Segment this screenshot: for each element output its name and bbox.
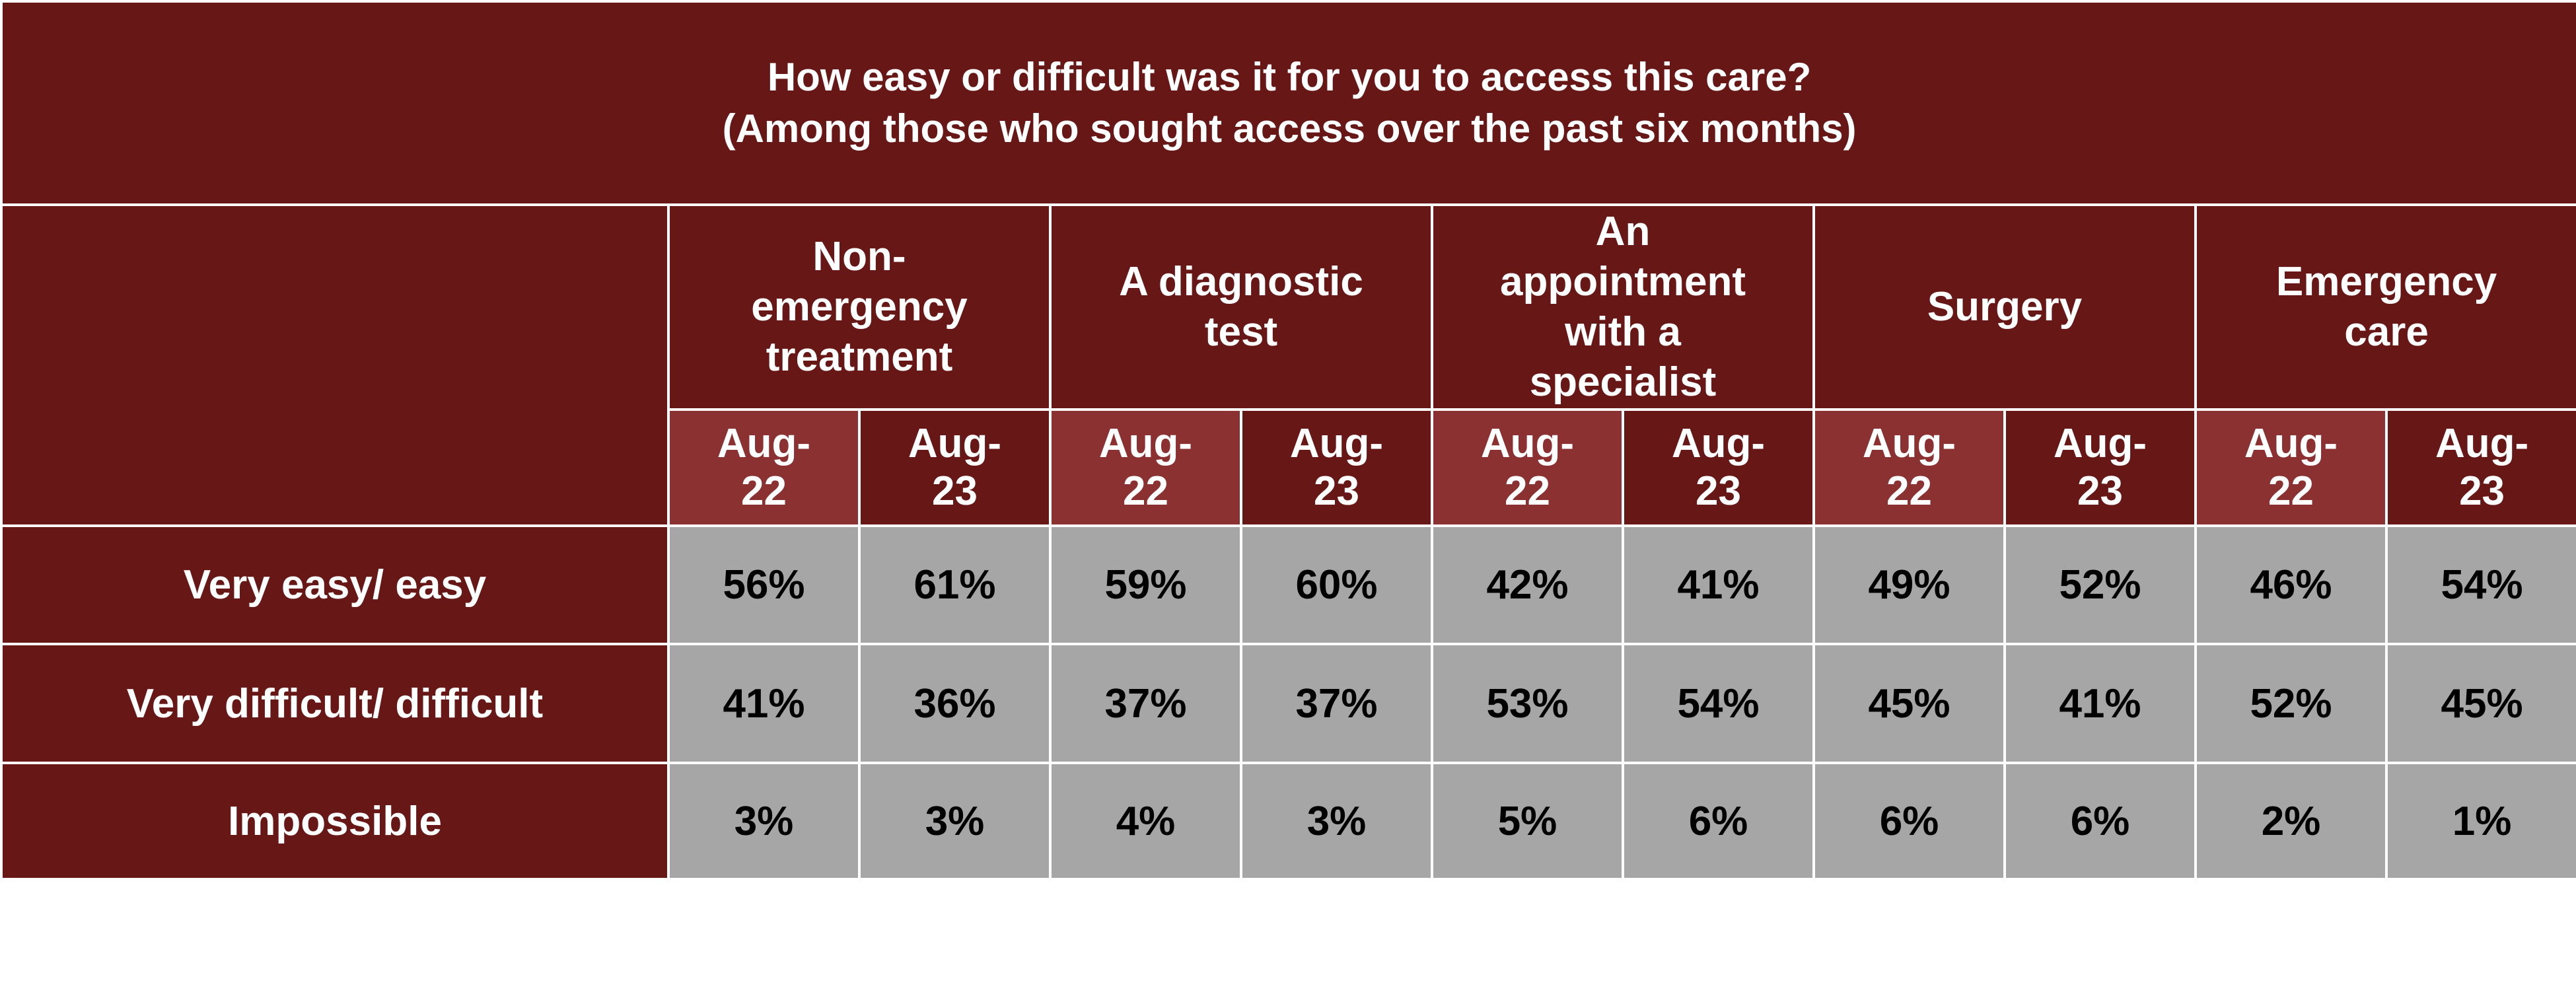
period-header: Aug-22 xyxy=(2194,408,2388,527)
table-row: Very difficult/ difficult 41% 36% 37% 37… xyxy=(0,643,2576,764)
value-cell: 60% xyxy=(1240,524,1433,645)
survey-results-table: How easy or difficult was it for you to … xyxy=(0,0,2576,880)
row-label: Very easy/ easy xyxy=(0,524,670,645)
category-header: Emergency care xyxy=(2194,203,2576,411)
value-cell: 36% xyxy=(858,643,1052,764)
value-cell: 3% xyxy=(858,762,1052,880)
table-row: Impossible 3% 3% 4% 3% 5% 6% 6% 6% 2% 1% xyxy=(0,762,2576,880)
period-header: Aug-23 xyxy=(1622,408,1815,527)
value-cell: 52% xyxy=(2003,524,2197,645)
category-label: An appointment with a specialist xyxy=(1500,209,1746,405)
period-header: Aug-22 xyxy=(1431,408,1624,527)
value-cell: 41% xyxy=(2003,643,2197,764)
value-cell: 2% xyxy=(2194,762,2388,880)
period-header: Aug-23 xyxy=(2384,408,2576,527)
chart-title: How easy or difficult was it for you to … xyxy=(767,55,1812,99)
value-cell: 49% xyxy=(1812,524,2006,645)
row-label: Impossible xyxy=(0,762,670,880)
category-label: Emergency care xyxy=(2275,259,2497,355)
period-header: Aug-22 xyxy=(667,408,861,527)
value-cell: 45% xyxy=(1812,643,2006,764)
value-cell: 37% xyxy=(1240,643,1433,764)
survey-table-container: How easy or difficult was it for you to … xyxy=(0,0,2576,880)
value-cell: 54% xyxy=(2384,524,2576,645)
header-corner xyxy=(0,203,670,527)
value-cell: 6% xyxy=(1622,762,1815,880)
value-cell: 42% xyxy=(1431,524,1624,645)
value-cell: 6% xyxy=(2003,762,2197,880)
value-cell: 5% xyxy=(1431,762,1624,880)
period-header-row: Aug-22 Aug-23 Aug-22 Aug-23 Aug-22 Aug-2… xyxy=(1,408,2576,527)
value-cell: 53% xyxy=(1431,643,1624,764)
value-cell: 56% xyxy=(667,524,861,645)
value-cell: 46% xyxy=(2194,524,2388,645)
value-cell: 52% xyxy=(2194,643,2388,764)
category-label: A diagnostic test xyxy=(1119,259,1363,355)
category-header: A diagnostic test xyxy=(1049,203,1433,411)
value-cell: 41% xyxy=(1622,524,1815,645)
period-header: Aug-23 xyxy=(858,408,1052,527)
value-cell: 1% xyxy=(2384,762,2576,880)
period-header: Aug-22 xyxy=(1049,408,1242,527)
period-header: Aug-23 xyxy=(2003,408,2197,527)
value-cell: 4% xyxy=(1049,762,1242,880)
table-row: Very easy/ easy 56% 61% 59% 60% 42% 41% … xyxy=(0,524,2576,645)
row-label: Very difficult/ difficult xyxy=(0,643,670,764)
value-cell: 3% xyxy=(1240,762,1433,880)
chart-subtitle: (Among those who sought access over the … xyxy=(722,106,1857,151)
value-cell: 41% xyxy=(667,643,861,764)
value-cell: 3% xyxy=(667,762,861,880)
category-label: Surgery xyxy=(1927,284,2083,330)
value-cell: 61% xyxy=(858,524,1052,645)
value-cell: 37% xyxy=(1049,643,1242,764)
value-cell: 45% xyxy=(2384,643,2576,764)
category-header: An appointment with a specialist xyxy=(1431,203,1815,411)
value-cell: 6% xyxy=(1812,762,2006,880)
category-header: Surgery xyxy=(1812,203,2197,411)
value-cell: 59% xyxy=(1049,524,1242,645)
period-header: Aug-23 xyxy=(1240,408,1433,527)
value-cell: 54% xyxy=(1622,643,1815,764)
period-header: Aug-22 xyxy=(1812,408,2006,527)
category-label: Non-emergency treatment xyxy=(751,234,968,380)
category-header: Non-emergency treatment xyxy=(667,203,1052,411)
table-title: How easy or difficult was it for you to … xyxy=(0,0,2576,206)
